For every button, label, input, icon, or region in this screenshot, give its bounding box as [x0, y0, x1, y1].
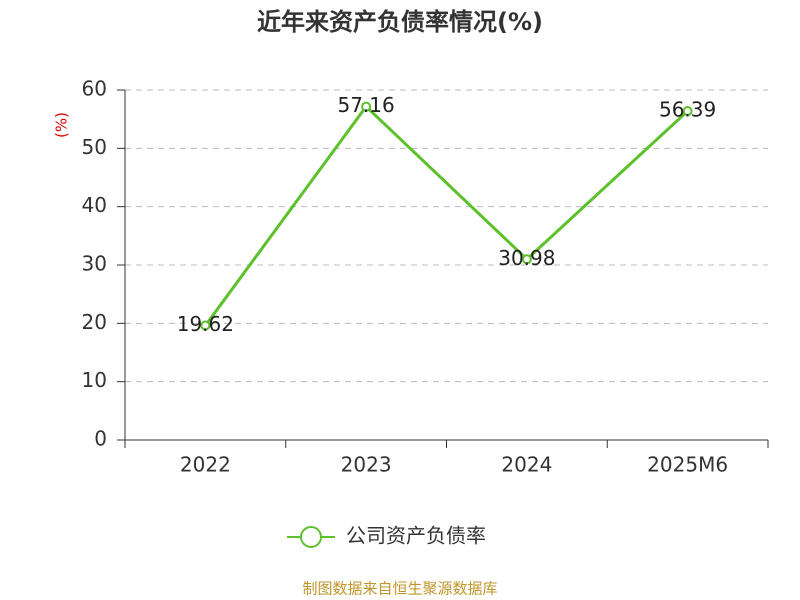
data-label: 56.39 [659, 98, 716, 122]
data-point [200, 320, 211, 331]
data-point [521, 254, 532, 265]
data-label: 57.16 [337, 93, 394, 117]
legend-label: 公司资产负债率 [346, 524, 486, 548]
y-tick-label: 30 [82, 252, 107, 276]
data-point [361, 101, 372, 112]
chart-title: 近年来资产负债率情况(%) [257, 8, 543, 36]
x-tick-label: 2024 [501, 453, 552, 477]
data-label: 19.62 [177, 312, 234, 336]
y-tick-label: 10 [82, 368, 107, 392]
y-tick-label: 40 [82, 193, 107, 217]
x-tick-label: 2025M6 [647, 453, 728, 477]
data-label: 30.98 [498, 246, 555, 270]
x-tick-label: 2022 [180, 453, 231, 477]
data-point [682, 106, 693, 117]
legend-marker [300, 526, 322, 548]
y-tick-label: 20 [82, 310, 107, 334]
y-tick-label: 50 [82, 135, 107, 159]
y-tick-label: 60 [82, 77, 107, 101]
data-line [204, 104, 689, 327]
y-tick-label: 0 [94, 427, 107, 451]
x-tick-label: 2023 [341, 453, 392, 477]
y-axis-label: (%) [53, 112, 71, 138]
source-note: 制图数据来自恒生聚源数据库 [302, 580, 497, 598]
